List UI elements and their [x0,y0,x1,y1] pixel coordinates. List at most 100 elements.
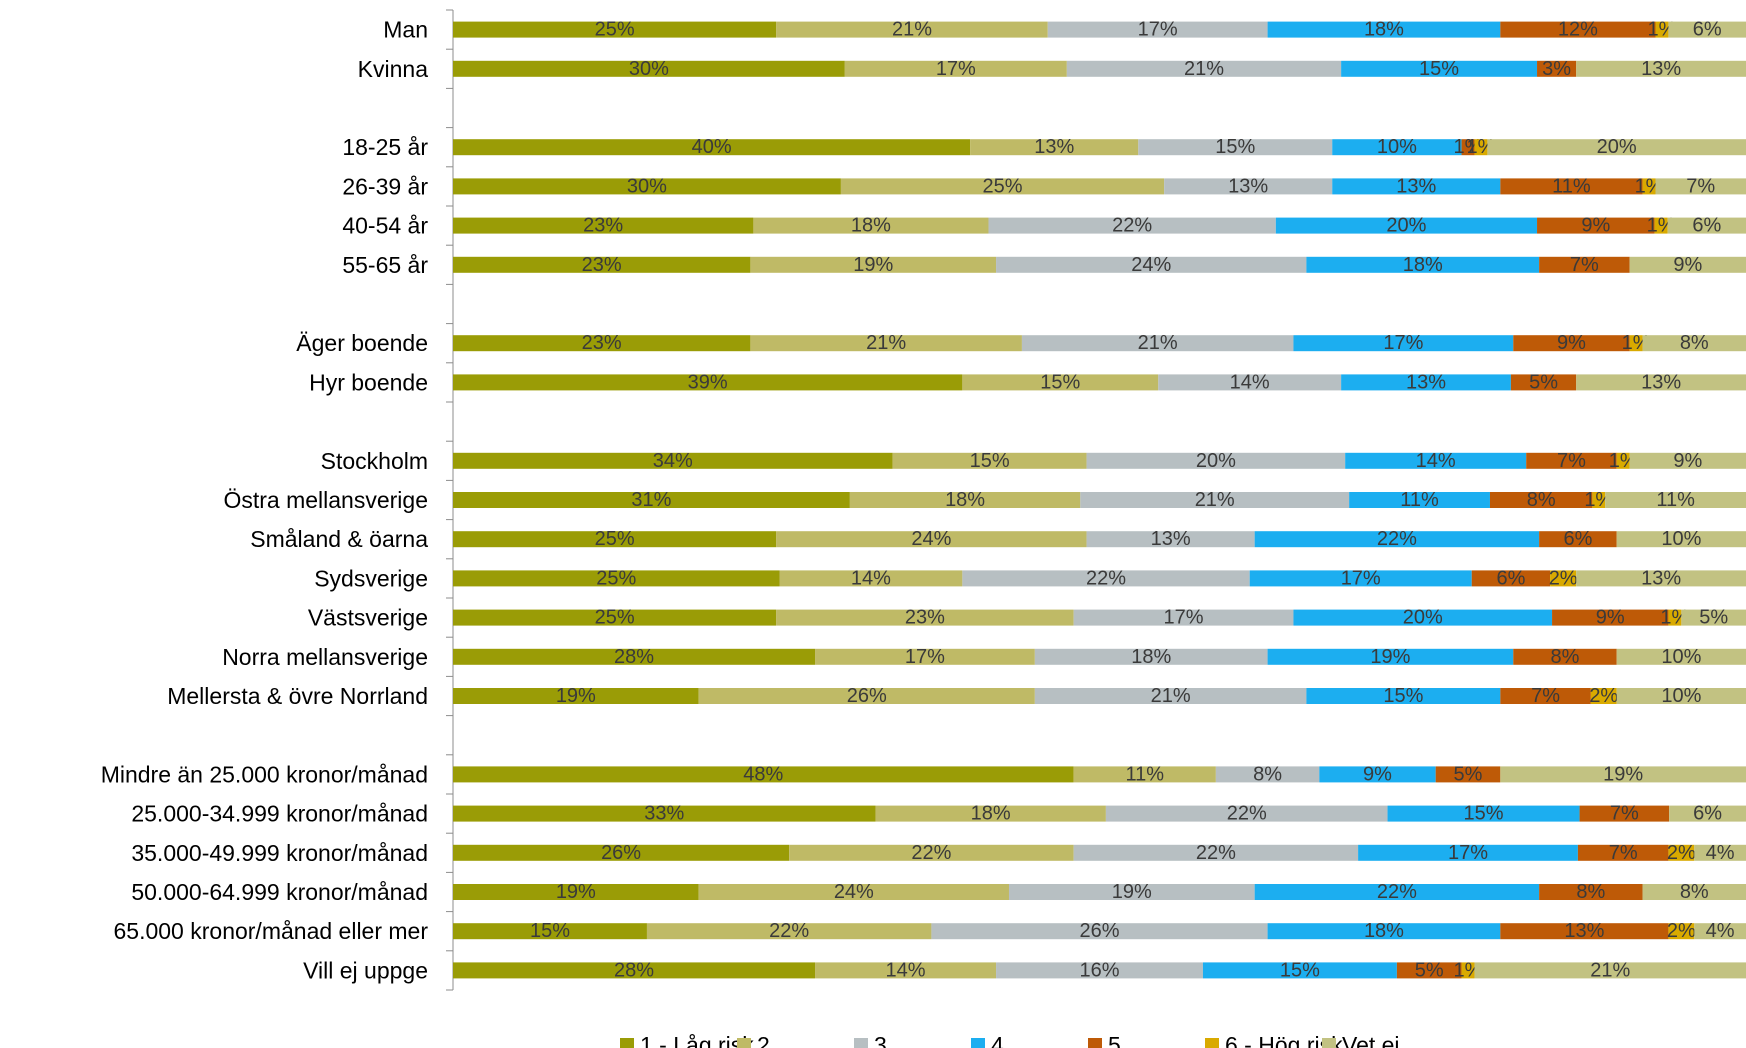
data-label-65-000-kronor-m-nad-eller-mer-6-h-g-risk: 2% [1667,920,1696,942]
data-label-ger-boende-1-l-g-risk: 23% [582,332,622,354]
bar-segment-hyr-boende-5 [1510,374,1577,391]
bar-segment-55-65-r-3 [996,256,1307,273]
data-label-mindre-n-25-000-kronor-m-nad-4: 9% [1363,763,1392,785]
data-label-25-000-34-999-kronor-m-nad-4: 15% [1464,803,1504,825]
bar-segment-mindre-n-25-000-kronor-m-nad-5 [1435,766,1501,783]
data-label-mellersta-vre-norrland-4: 15% [1383,685,1423,707]
data-label-v-stsverige-4: 20% [1403,607,1443,629]
category-label-ger-boende: Äger boende [296,330,428,356]
data-label-55-65-r-1-l-g-risk: 23% [582,254,622,276]
bar-segment-mindre-n-25-000-kronor-m-nad-2 [1073,766,1216,783]
bar-segment-65-000-kronor-m-nad-eller-mer-2 [646,923,932,940]
data-label-sydsverige-6-h-g-risk: 2% [1549,567,1578,589]
bar-segment-stockholm-1-l-g-risk [453,452,893,469]
data-label-35-000-49-999-kronor-m-nad-3: 22% [1196,842,1236,864]
bar-segment-stockholm-4 [1345,452,1527,469]
bar-segment-50-000-64-999-kronor-m-nad-vet-ej [1642,884,1746,900]
data-label-18-25-r-2: 13% [1034,136,1074,158]
data-label-ger-boende-3: 21% [1138,332,1178,354]
data-label-kvinna-vet-ej: 13% [1641,58,1681,80]
data-label-26-39-r-1-l-g-risk: 30% [627,175,667,197]
data-label-25-000-34-999-kronor-m-nad-5: 7% [1610,803,1639,825]
data-label-40-54-r-1-l-g-risk: 23% [583,215,623,237]
bar-segment-man-vet-ej [1668,21,1746,38]
data-label-v-stsverige-2: 23% [905,607,945,629]
data-label-65-000-kronor-m-nad-eller-mer-3: 26% [1079,920,1119,942]
bar-segment-stockholm-vet-ej [1629,452,1746,469]
bar-segment-v-stsverige-3 [1073,609,1294,626]
bar-segment-mindre-n-25-000-kronor-m-nad-4 [1319,766,1436,783]
data-label-vill-ej-uppge-2: 14% [886,959,926,981]
bar-segment-40-54-r-vet-ej [1667,217,1746,234]
bar-segment-v-stsverige-5 [1552,609,1669,626]
bar-segment-man-3 [1047,21,1268,38]
bar-segment-hyr-boende-3 [1158,374,1342,391]
data-label-65-000-kronor-m-nad-eller-mer-1-l-g-risk: 15% [530,920,570,942]
bar-segment-55-65-r-vet-ej [1629,256,1746,273]
bar-segment-55-65-r-5 [1539,256,1630,273]
data-label-stockholm-2: 15% [970,450,1010,472]
data-label-55-65-r-2: 19% [853,254,893,276]
bar-segment-v-stsverige-4 [1293,609,1553,626]
bar-segment-ger-boende-5 [1513,335,1630,352]
legend-label-1-l-g-risk: 1 - Låg risk [640,1032,754,1048]
data-label-mindre-n-25-000-kronor-m-nad-2: 11% [1125,763,1164,785]
data-label-65-000-kronor-m-nad-eller-mer-5: 13% [1564,920,1604,942]
bar-segment-man-2 [776,21,1048,38]
data-label-stra-mellansverige-1-l-g-risk: 31% [631,489,671,511]
data-label-40-54-r-vet-ej: 6% [1692,215,1721,237]
data-label-man-4: 18% [1364,19,1404,41]
bar-segment-65-000-kronor-m-nad-eller-mer-4 [1267,923,1501,940]
legend-label-5: 5 [1108,1032,1121,1048]
bar-segment-sm-land-arna-1-l-g-risk [453,531,777,548]
bar-segment-25-000-34-999-kronor-m-nad-2 [875,805,1106,822]
data-label-50-000-64-999-kronor-m-nad-4: 22% [1377,881,1417,903]
data-label-man-1-l-g-risk: 25% [595,19,635,41]
data-label-55-65-r-3: 24% [1131,254,1171,276]
bar-segment-18-25-r-2 [970,139,1139,156]
bar-segment-sydsverige-3 [962,570,1250,587]
data-label-stockholm-3: 20% [1196,450,1236,472]
data-label-sm-land-arna-3: 13% [1151,528,1191,550]
data-label-55-65-r-5: 7% [1570,254,1599,276]
data-label-sm-land-arna-vet-ej: 10% [1661,528,1701,550]
bar-segment-ger-boende-2 [750,335,1022,352]
data-label-stra-mellansverige-vet-ej: 11% [1656,489,1695,511]
data-label-25-000-34-999-kronor-m-nad-1-l-g-risk: 33% [644,803,684,825]
legend-label-vet-ej: Vet ej [1342,1032,1400,1048]
data-label-35-000-49-999-kronor-m-nad-vet-ej: 4% [1706,842,1735,864]
data-label-mellersta-vre-norrland-vet-ej: 10% [1661,685,1701,707]
bar-segment-sydsverige-5 [1471,570,1551,587]
bar-segment-vill-ej-uppge-4 [1202,962,1397,979]
bar-segment-26-39-r-5 [1500,178,1643,195]
bar-segment-kvinna-5 [1537,60,1577,77]
category-label-65-000-kronor-m-nad-eller-mer: 65.000 kronor/månad eller mer [114,918,429,944]
bar-segment-mellersta-vre-norrland-vet-ej [1616,688,1746,704]
data-label-18-25-r-3: 15% [1215,136,1255,158]
bar-segment-kvinna-vet-ej [1576,60,1746,77]
bar-segment-mindre-n-25-000-kronor-m-nad-1-l-g-risk [453,766,1074,783]
bar-segment-stockholm-2 [892,452,1087,469]
data-label-stockholm-5: 7% [1557,450,1586,472]
category-label-26-39-r: 26-39 år [342,173,428,199]
bar-segment-50-000-64-999-kronor-m-nad-3 [1008,884,1255,900]
data-label-35-000-49-999-kronor-m-nad-2: 22% [911,842,951,864]
category-label-18-25-r: 18-25 år [342,134,428,160]
bar-segment-65-000-kronor-m-nad-eller-mer-3 [931,923,1268,940]
bar-segment-18-25-r-6-h-g-risk [1474,139,1488,156]
data-label-mindre-n-25-000-kronor-m-nad-1-l-g-risk: 48% [743,763,783,785]
data-label-65-000-kronor-m-nad-eller-mer-2: 22% [769,920,809,942]
legend-label-4: 4 [991,1032,1004,1048]
bar-segment-stra-mellansverige-2 [849,492,1081,508]
data-label-hyr-boende-2: 15% [1040,371,1080,393]
data-label-50-000-64-999-kronor-m-nad-2: 24% [834,881,874,903]
bar-segment-hyr-boende-1-l-g-risk [453,374,963,391]
data-label-vill-ej-uppge-1-l-g-risk: 28% [614,959,654,981]
bar-segment-25-000-34-999-kronor-m-nad-5 [1579,805,1670,822]
bar-segment-26-39-r-6-h-g-risk [1642,178,1656,195]
data-label-40-54-r-5: 9% [1581,215,1610,237]
data-label-kvinna-2: 17% [936,58,976,80]
bar-segment-mellersta-vre-norrland-5 [1500,688,1591,704]
data-label-vill-ej-uppge-5: 5% [1415,959,1444,981]
